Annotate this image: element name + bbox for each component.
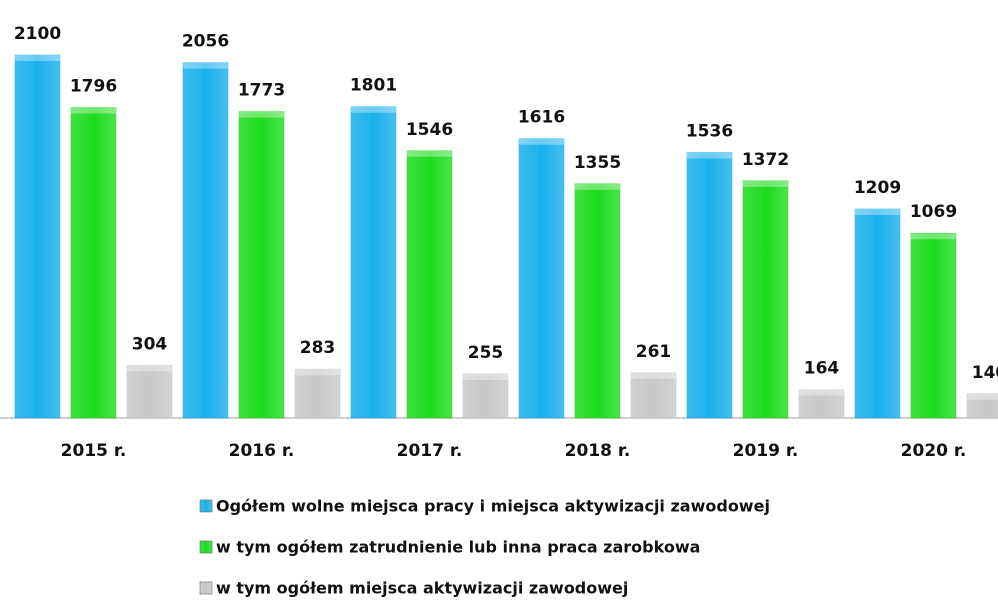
x-tick-label: 2017 r. bbox=[397, 441, 463, 461]
bar-top bbox=[407, 150, 452, 157]
bar bbox=[294, 368, 341, 419]
bar-top bbox=[295, 369, 340, 376]
value-label: 1536 bbox=[686, 121, 733, 141]
bar-top bbox=[127, 365, 172, 372]
bar bbox=[406, 150, 453, 419]
bar bbox=[910, 232, 957, 419]
legend-label: Ogółem wolne miejsca pracy i miejsca akt… bbox=[216, 497, 770, 516]
bar bbox=[686, 152, 733, 419]
bar-top bbox=[631, 372, 676, 379]
bar bbox=[798, 389, 845, 419]
value-label: 1372 bbox=[742, 150, 789, 170]
x-tick-label: 2018 r. bbox=[565, 441, 631, 461]
bar bbox=[742, 180, 789, 419]
bar bbox=[350, 106, 397, 419]
value-label: 1355 bbox=[574, 153, 621, 173]
bar bbox=[182, 62, 229, 419]
bar bbox=[70, 107, 117, 419]
bar bbox=[966, 393, 998, 419]
bar-top bbox=[351, 106, 396, 113]
x-tick-label: 2019 r. bbox=[733, 441, 799, 461]
bar-top bbox=[855, 209, 900, 216]
legend-label: w tym ogółem miejsca aktywizacji zawodow… bbox=[216, 579, 628, 598]
bar-top bbox=[799, 389, 844, 396]
value-label: 1773 bbox=[238, 81, 285, 101]
value-label: 164 bbox=[804, 359, 840, 379]
legend-label: w tym ogółem zatrudnienie lub inna praca… bbox=[216, 538, 700, 557]
bar bbox=[126, 365, 173, 419]
bar-top bbox=[183, 62, 228, 69]
legend-swatch bbox=[199, 499, 213, 513]
bar-top bbox=[967, 393, 998, 400]
bar bbox=[462, 373, 509, 419]
value-label: 1616 bbox=[518, 108, 565, 128]
bar-top bbox=[743, 180, 788, 187]
value-label: 1069 bbox=[910, 202, 957, 222]
x-tick-label: 2016 r. bbox=[229, 441, 295, 461]
bar-top bbox=[911, 233, 956, 240]
value-label: 1796 bbox=[70, 77, 117, 97]
legend-swatch bbox=[199, 540, 213, 554]
bar bbox=[630, 372, 677, 419]
bar bbox=[854, 208, 901, 419]
value-label: 255 bbox=[468, 343, 504, 363]
value-label: 283 bbox=[300, 338, 336, 358]
bar-top bbox=[575, 183, 620, 190]
value-label: 2100 bbox=[14, 24, 61, 44]
bar bbox=[14, 54, 61, 419]
value-label: 1801 bbox=[350, 76, 397, 96]
bar bbox=[518, 138, 565, 419]
value-label: 1209 bbox=[854, 178, 901, 198]
bar-top bbox=[15, 55, 60, 61]
legend-swatch bbox=[199, 581, 213, 595]
x-tick-label: 2020 r. bbox=[901, 441, 967, 461]
value-label: 140 bbox=[972, 363, 998, 383]
bar-top bbox=[239, 111, 284, 118]
value-label: 2056 bbox=[182, 32, 229, 52]
bar bbox=[238, 111, 285, 419]
bar-top bbox=[519, 138, 564, 145]
x-tick-label: 2015 r. bbox=[61, 441, 127, 461]
value-label: 304 bbox=[132, 334, 168, 354]
bar-top bbox=[463, 373, 508, 380]
value-label: 1546 bbox=[406, 120, 453, 140]
bar bbox=[574, 183, 621, 419]
bar-top bbox=[687, 152, 732, 159]
value-label: 261 bbox=[636, 342, 672, 362]
bar-top bbox=[71, 107, 116, 114]
